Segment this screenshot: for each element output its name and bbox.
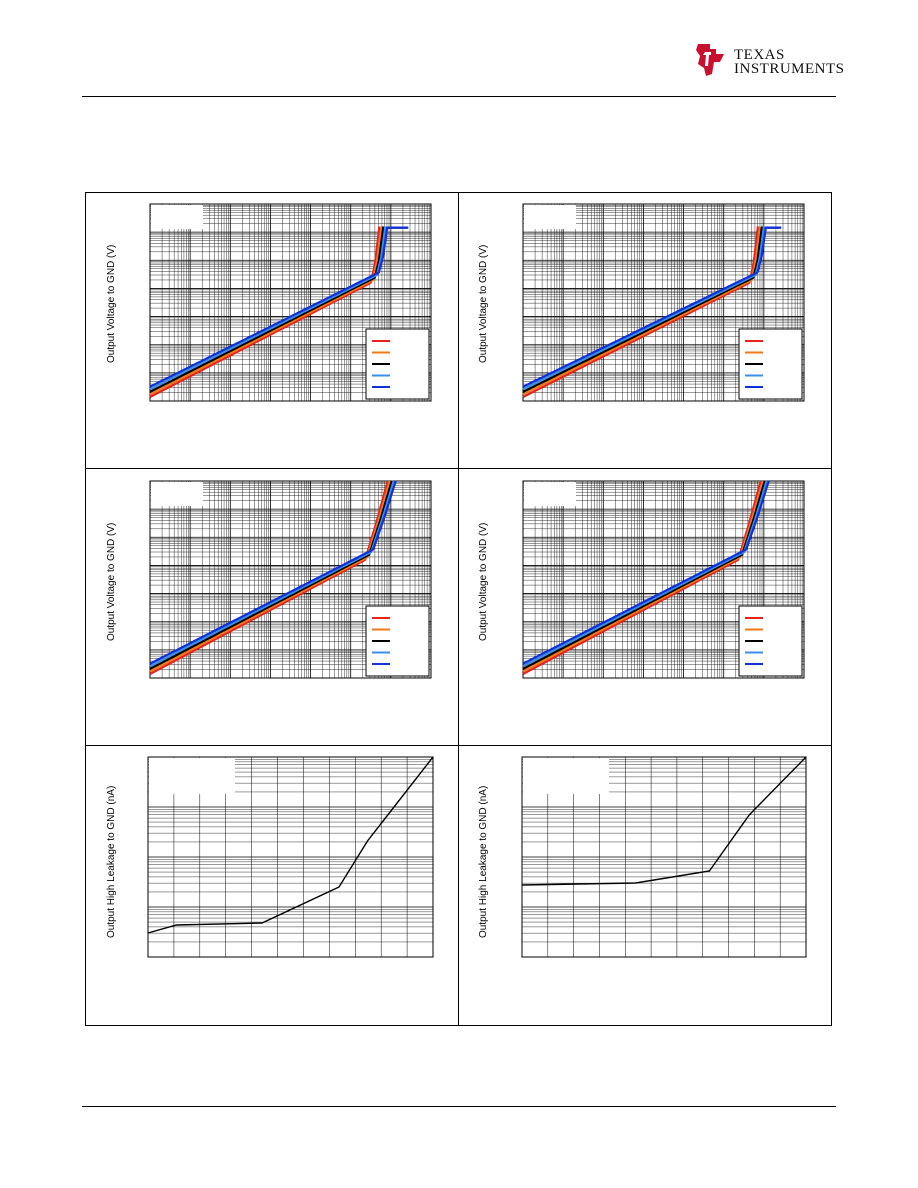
grid-divider-row-2: [85, 745, 832, 746]
series-line-5: [149, 226, 409, 388]
plot-frame: [521, 756, 807, 958]
header-rule: [82, 96, 836, 97]
series-line-4: [522, 480, 768, 668]
series-line-1: [521, 756, 807, 886]
series-line-2: [522, 480, 764, 673]
conditions-box: [149, 758, 235, 794]
grid-divider-row-1: [85, 468, 832, 469]
series-line-2: [522, 226, 779, 396]
series-line-5: [522, 226, 782, 388]
plot-frame: [522, 480, 805, 679]
footer-rule: [82, 1106, 836, 1107]
conditions-box: [524, 205, 576, 229]
series-line-3: [149, 480, 393, 670]
series-line-3: [522, 480, 766, 670]
plot-frame: [149, 203, 432, 402]
series-line-5: [149, 480, 397, 665]
series-line-1: [522, 226, 778, 398]
plot-frame: [147, 756, 434, 958]
plot-frame: [522, 203, 805, 402]
series-line-5: [522, 480, 770, 665]
brand-name: Texas Instruments: [734, 47, 845, 77]
chart-fig-3: [149, 480, 432, 679]
chart-fig-2: [522, 203, 805, 402]
grid-lines: [522, 757, 806, 958]
series-line-4: [149, 226, 408, 391]
brand-line-1: Texas: [734, 47, 785, 63]
chart-fig-4: [522, 480, 805, 679]
legend: [365, 605, 430, 677]
chart-fig-1: [149, 203, 432, 402]
ylabel-fig-4: Output Voltage to GND (V): [478, 522, 489, 641]
series-line-1: [149, 226, 405, 398]
conditions-box: [524, 482, 576, 506]
series-line-4: [522, 226, 781, 391]
legend: [738, 605, 803, 677]
grid-lines: [148, 757, 433, 958]
series-line-1: [522, 480, 762, 675]
legend: [365, 328, 430, 400]
ylabel-fig-6: Output High Leakage to GND (nA): [478, 785, 489, 938]
brand-line-2: Instruments: [734, 61, 845, 77]
series-line-1: [149, 480, 389, 675]
ylabel-fig-5: Output High Leakage to GND (nA): [106, 785, 117, 938]
conditions-box: [151, 205, 203, 229]
chart-fig-5: [147, 756, 434, 958]
ylabel-fig-1: Output Voltage to GND (V): [106, 244, 117, 363]
ylabel-fig-3: Output Voltage to GND (V): [106, 522, 117, 641]
series-line-2: [149, 226, 406, 396]
conditions-box: [151, 482, 203, 506]
series-line-3: [522, 226, 780, 393]
series-line-1: [147, 756, 434, 934]
chart-fig-6: [521, 756, 807, 958]
legend: [738, 328, 803, 400]
series-line-3: [149, 226, 407, 393]
conditions-box: [523, 758, 609, 794]
ti-logo-icon: [696, 44, 724, 76]
ylabel-fig-2: Output Voltage to GND (V): [478, 244, 489, 363]
grid-divider-vertical: [458, 192, 459, 1026]
series-line-4: [149, 480, 395, 668]
plot-frame: [149, 480, 432, 679]
series-line-2: [149, 480, 391, 673]
